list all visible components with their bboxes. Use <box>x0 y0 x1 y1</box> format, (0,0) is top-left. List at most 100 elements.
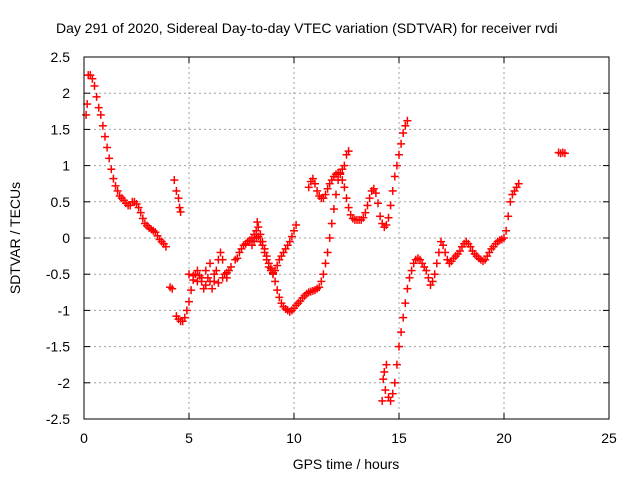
data-point <box>371 189 380 198</box>
data-point <box>161 242 170 251</box>
data-point <box>170 176 179 185</box>
data-point <box>180 313 189 322</box>
data-point <box>201 266 210 275</box>
data-point <box>98 121 107 130</box>
data-point <box>292 220 301 229</box>
data-point <box>317 277 326 286</box>
data-point <box>311 179 319 188</box>
data-point <box>214 278 223 287</box>
data-point <box>193 277 202 286</box>
data-point <box>388 389 397 398</box>
x-tick-label: 20 <box>496 430 512 446</box>
data-point <box>399 313 408 322</box>
data-point <box>403 284 412 293</box>
data-point <box>380 367 389 376</box>
data-point <box>506 197 515 206</box>
data-point <box>111 181 120 190</box>
data-point <box>222 268 231 277</box>
data-point <box>134 203 143 212</box>
data-point <box>327 219 336 228</box>
data-point <box>361 208 370 217</box>
data-point <box>323 184 332 193</box>
y-tick-label: -1.5 <box>46 339 70 355</box>
data-point <box>92 92 101 101</box>
data-point <box>94 103 103 112</box>
data-point <box>392 161 401 170</box>
data-point <box>185 270 193 279</box>
data-point <box>332 190 340 199</box>
y-tick-label: 2 <box>62 85 70 101</box>
data-point <box>216 248 225 257</box>
data-point <box>176 207 185 216</box>
data-point <box>304 183 313 192</box>
data-point <box>397 328 406 337</box>
data-point <box>401 299 410 308</box>
data-point <box>376 212 385 221</box>
data-point <box>379 375 388 384</box>
data-point <box>189 271 198 280</box>
y-tick-label: 1 <box>62 158 70 174</box>
data-point <box>388 186 397 195</box>
data-point <box>197 273 206 282</box>
data-point <box>378 396 387 405</box>
data-point <box>428 277 437 286</box>
data-point <box>397 139 406 148</box>
data-point <box>168 284 177 293</box>
data-point <box>403 116 412 125</box>
data-point <box>105 154 114 163</box>
data-point <box>138 214 147 223</box>
data-point <box>290 226 298 235</box>
data-point <box>172 186 181 195</box>
data-point <box>313 186 322 195</box>
data-point <box>395 150 403 159</box>
data-point <box>113 186 122 195</box>
data-point <box>424 273 433 282</box>
data-point <box>218 273 227 282</box>
data-point <box>174 194 183 203</box>
data-point <box>384 213 393 222</box>
data-point <box>340 183 349 192</box>
data-point <box>187 286 196 295</box>
data-point <box>399 129 408 138</box>
data-point <box>271 277 280 286</box>
x-tick-label: 25 <box>601 430 617 446</box>
y-tick-label: -2.5 <box>46 411 70 427</box>
data-point <box>308 174 317 183</box>
data-point <box>175 203 184 212</box>
data-point <box>285 237 294 246</box>
grid-lines <box>84 57 609 419</box>
data-point <box>273 261 282 270</box>
data-point <box>260 248 269 257</box>
data-point <box>319 270 328 279</box>
x-tick-label: 15 <box>391 430 407 446</box>
data-point <box>338 176 347 185</box>
x-tick-label: 0 <box>80 430 88 446</box>
data-point <box>262 255 271 264</box>
data-point <box>210 277 219 286</box>
data-point <box>430 270 439 279</box>
y-tick-label: 0.5 <box>51 194 71 210</box>
data-point <box>401 121 410 130</box>
data-point <box>275 293 284 302</box>
data-point <box>325 234 334 242</box>
y-tick-label: -1 <box>58 302 71 318</box>
data-point <box>392 360 401 369</box>
data-point <box>136 208 145 217</box>
data-point <box>96 110 105 119</box>
data-point <box>273 286 282 295</box>
plot-frame <box>83 56 610 420</box>
x-tick-label: 10 <box>286 430 302 446</box>
data-point <box>390 378 399 387</box>
data-point <box>254 223 263 232</box>
data-point <box>359 213 368 222</box>
y-tick-label: 2.5 <box>51 49 71 65</box>
data-point <box>363 201 372 210</box>
data-points <box>82 71 569 405</box>
data-point <box>407 266 416 275</box>
y-tick-label: -2 <box>58 375 71 391</box>
data-point <box>315 283 324 292</box>
chart-title: Day 291 of 2020, Sidereal Day-to-day VTE… <box>56 20 558 36</box>
x-axis-title: GPS time / hours <box>293 456 400 472</box>
data-point <box>340 161 349 170</box>
